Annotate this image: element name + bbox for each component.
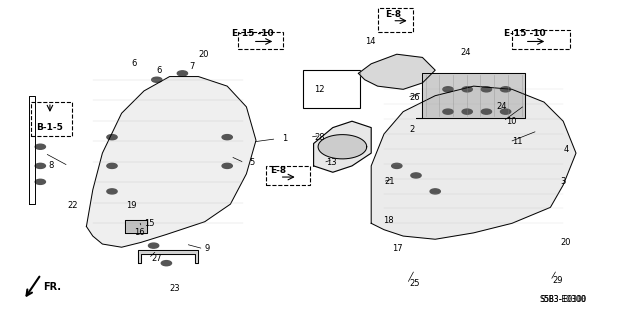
Circle shape bbox=[161, 261, 172, 266]
Text: 25: 25 bbox=[410, 279, 420, 288]
Polygon shape bbox=[314, 121, 371, 172]
Text: E-8: E-8 bbox=[270, 166, 287, 175]
Polygon shape bbox=[86, 77, 256, 247]
Text: 13: 13 bbox=[326, 158, 337, 167]
Text: 3: 3 bbox=[560, 177, 565, 186]
Polygon shape bbox=[371, 86, 576, 239]
Circle shape bbox=[500, 87, 511, 92]
Text: 16: 16 bbox=[134, 228, 145, 237]
Text: 28: 28 bbox=[315, 133, 326, 142]
Text: 10: 10 bbox=[506, 117, 516, 126]
Polygon shape bbox=[416, 73, 525, 118]
Text: 6: 6 bbox=[157, 66, 162, 75]
Text: 23: 23 bbox=[170, 284, 180, 293]
Circle shape bbox=[462, 109, 472, 114]
Text: S5B3-E0300: S5B3-E0300 bbox=[540, 295, 586, 304]
Text: 2: 2 bbox=[410, 125, 415, 134]
Text: 1: 1 bbox=[282, 134, 287, 143]
Text: 14: 14 bbox=[365, 37, 375, 46]
Text: 20: 20 bbox=[560, 238, 570, 247]
Bar bbox=[303, 70, 360, 108]
Circle shape bbox=[430, 189, 440, 194]
Circle shape bbox=[392, 163, 402, 168]
Text: 7: 7 bbox=[189, 63, 194, 71]
Bar bbox=[378, 8, 413, 32]
Circle shape bbox=[481, 109, 492, 114]
Circle shape bbox=[152, 77, 162, 82]
Text: 8: 8 bbox=[48, 161, 53, 170]
Text: S5B3-E0300: S5B3-E0300 bbox=[540, 295, 586, 304]
Text: 12: 12 bbox=[314, 85, 324, 94]
Text: 29: 29 bbox=[552, 276, 563, 285]
Circle shape bbox=[443, 87, 453, 92]
Text: 15: 15 bbox=[144, 219, 154, 228]
Polygon shape bbox=[358, 54, 435, 89]
Text: 20: 20 bbox=[198, 50, 209, 59]
Text: 11: 11 bbox=[512, 137, 522, 146]
Text: 17: 17 bbox=[392, 244, 403, 253]
Polygon shape bbox=[318, 135, 367, 159]
Text: 18: 18 bbox=[383, 216, 394, 225]
Circle shape bbox=[35, 179, 45, 184]
Circle shape bbox=[222, 135, 232, 140]
Circle shape bbox=[148, 243, 159, 248]
Text: 24: 24 bbox=[496, 102, 506, 111]
Polygon shape bbox=[125, 220, 147, 233]
Text: 5: 5 bbox=[250, 158, 255, 167]
Text: 24: 24 bbox=[461, 48, 471, 57]
Circle shape bbox=[462, 87, 472, 92]
Text: 27: 27 bbox=[152, 254, 163, 263]
Circle shape bbox=[411, 173, 421, 178]
Circle shape bbox=[481, 87, 492, 92]
Text: 22: 22 bbox=[67, 201, 77, 210]
Circle shape bbox=[443, 109, 453, 114]
Circle shape bbox=[107, 163, 117, 168]
Circle shape bbox=[222, 163, 232, 168]
Text: 26: 26 bbox=[410, 93, 420, 102]
Bar bbox=[238, 32, 283, 49]
Bar bbox=[266, 166, 310, 185]
Bar bbox=[512, 30, 570, 49]
Text: 9: 9 bbox=[205, 244, 210, 253]
Circle shape bbox=[107, 135, 117, 140]
Text: 6: 6 bbox=[131, 59, 136, 68]
Circle shape bbox=[177, 71, 188, 76]
Circle shape bbox=[35, 163, 45, 168]
Text: 21: 21 bbox=[384, 177, 394, 186]
Text: 4: 4 bbox=[563, 145, 568, 154]
Polygon shape bbox=[138, 250, 198, 263]
Text: E-15 -10: E-15 -10 bbox=[504, 29, 546, 38]
Text: E-15 -10: E-15 -10 bbox=[232, 29, 274, 38]
Text: FR.: FR. bbox=[43, 282, 61, 292]
Text: 19: 19 bbox=[126, 201, 136, 210]
Bar bbox=[31, 102, 72, 136]
Circle shape bbox=[500, 109, 511, 114]
Text: E-8: E-8 bbox=[385, 10, 402, 19]
Circle shape bbox=[107, 189, 117, 194]
Text: B-1-5: B-1-5 bbox=[36, 123, 63, 132]
Circle shape bbox=[35, 144, 45, 149]
